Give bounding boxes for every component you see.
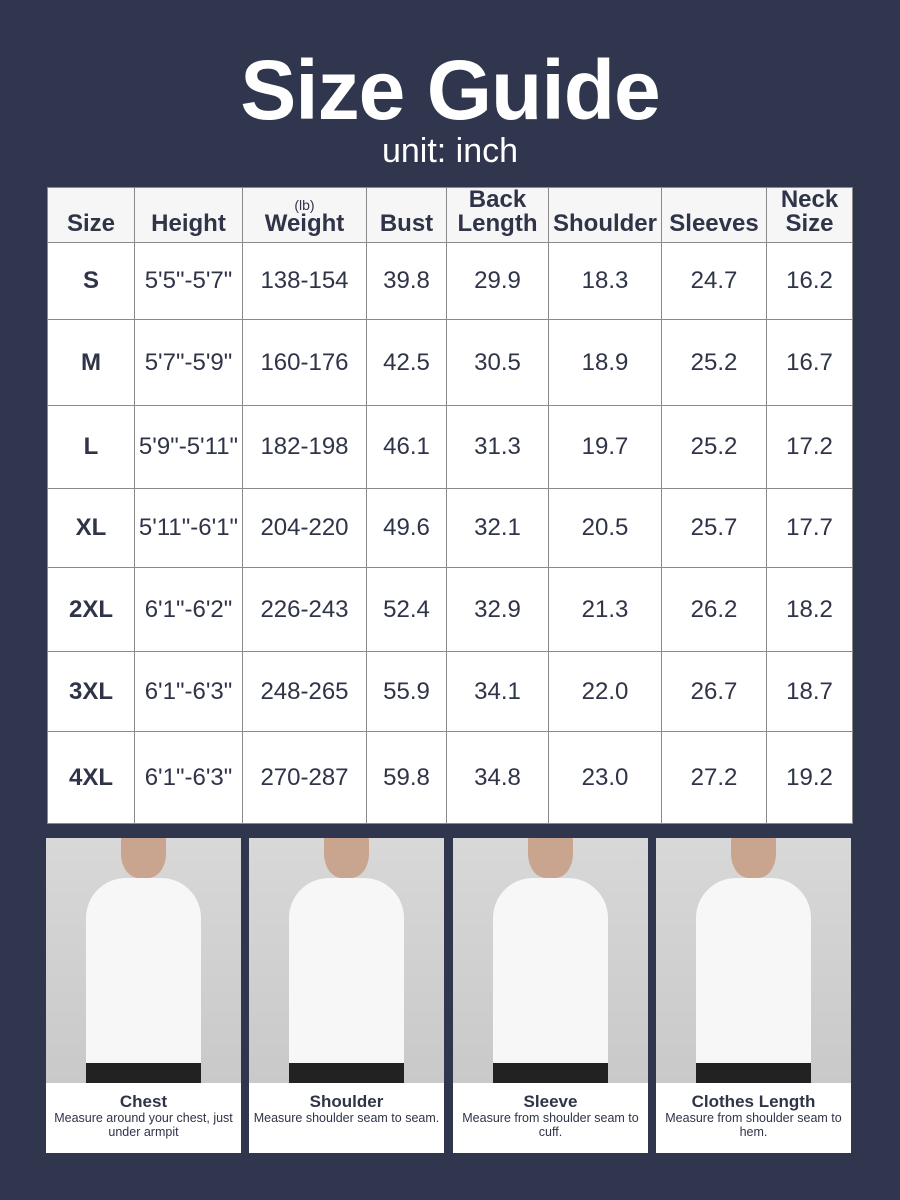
value-cell: 49.6 (366, 488, 447, 568)
header-label: Weight (264, 210, 345, 237)
unit-label: unit: inch (381, 132, 519, 170)
value-cell: 5'7"-5'9" (134, 319, 243, 406)
value-cell: 25.2 (661, 319, 767, 406)
value-cell: 19.2 (766, 731, 853, 824)
unit-label: (lb) (294, 197, 315, 213)
value-cell: 29.9 (446, 242, 549, 320)
value-cell: 6'1"-6'3" (134, 651, 243, 732)
table-row: L 5'9"-5'11" 182-198 46.1 31.3 19.7 25.2 17.2 (47, 405, 853, 489)
value-cell: 32.9 (446, 567, 549, 652)
value-cell: 27.2 (661, 731, 767, 824)
value-cell: 18.2 (766, 567, 853, 652)
value-cell: 42.5 (366, 319, 447, 406)
size-cell: S (47, 242, 135, 320)
measure-description: Measure from shoulder seam to cuff. (462, 1111, 639, 1139)
size-cell: 2XL (47, 567, 135, 652)
value-cell: 6'1"-6'3" (134, 731, 243, 824)
value-cell: 52.4 (366, 567, 447, 652)
value-cell: 59.8 (366, 731, 447, 824)
value-cell: 18.9 (548, 319, 662, 406)
value-cell: 30.5 (446, 319, 549, 406)
value-cell: 16.2 (766, 242, 853, 320)
measurement-photo (46, 838, 241, 1083)
table-row: 4XL 6'1"-6'3" 270-287 59.8 34.8 23.0 27.2 19.2 (47, 731, 853, 824)
measure-description: Measure from shoulder seam to hem. (665, 1111, 842, 1139)
column-header: Back Length (446, 186, 549, 243)
value-cell: 182-198 (242, 405, 367, 489)
column-header: Height (134, 187, 243, 243)
table-row: XL 5'11"-6'1" 204-220 49.6 32.1 20.5 25.7 17.7 (47, 488, 853, 568)
table-row: M 5'7"-5'9" 160-176 42.5 30.5 18.9 25.2 16.7 (47, 319, 853, 406)
header-label: Shoulder (552, 210, 657, 237)
header-label: Size (66, 210, 116, 237)
column-header: Bust (366, 187, 447, 243)
table-row: 2XL 6'1"-6'2" 226-243 52.4 32.9 21.3 26.2 18.2 (47, 567, 853, 652)
value-cell: 25.7 (661, 488, 767, 568)
value-cell: 46.1 (366, 405, 447, 489)
measure-card-sleeve: Sleeve Measure from shoulder seam to cuff… (453, 838, 648, 1153)
header-label: Height (151, 210, 226, 237)
value-cell: 32.1 (446, 488, 549, 568)
value-cell: 18.7 (766, 651, 853, 732)
measure-title: Sleeve (523, 1092, 578, 1111)
value-cell: 18.3 (548, 242, 662, 320)
column-header: Size (47, 187, 135, 243)
column-header: Sleeves (661, 187, 767, 243)
size-cell: M (47, 319, 135, 406)
value-cell: 248-265 (242, 651, 367, 732)
value-cell: 26.7 (661, 651, 767, 732)
value-cell: 17.2 (766, 405, 853, 489)
table-row: 3XL 6'1"-6'3" 248-265 55.9 34.1 22.0 26.7 18.7 (47, 651, 853, 732)
value-cell: 5'5"-5'7" (134, 242, 243, 320)
header-label: Back Length (457, 186, 538, 237)
measure-card-chest: Chest Measure around your chest, just und… (46, 838, 241, 1153)
measure-description: Measure shoulder seam to seam. (253, 1111, 440, 1125)
column-header: (lb) Weight (242, 187, 367, 243)
value-cell: 17.7 (766, 488, 853, 568)
value-cell: 26.2 (661, 567, 767, 652)
value-cell: 31.3 (446, 405, 549, 489)
measurement-photo (453, 838, 648, 1083)
header-label: Sleeves (669, 210, 759, 237)
table-row: S 5'5"-5'7" 138-154 39.8 29.9 18.3 24.7 16.2 (47, 242, 853, 320)
value-cell: 6'1"-6'2" (134, 567, 243, 652)
value-cell: 25.2 (661, 405, 767, 489)
value-cell: 34.1 (446, 651, 549, 732)
measure-title: Clothes Length (691, 1092, 816, 1111)
measure-card-shoulder: Shoulder Measure shoulder seam to seam. (249, 838, 444, 1153)
value-cell: 16.7 (766, 319, 853, 406)
value-cell: 22.0 (548, 651, 662, 732)
size-cell: 3XL (47, 651, 135, 732)
value-cell: 34.8 (446, 731, 549, 824)
measurement-photo (656, 838, 851, 1083)
size-table: Size Height (lb) Weight Bust Back Length Shoul… (47, 187, 853, 824)
value-cell: 5'9"-5'11" (134, 405, 243, 489)
value-cell: 160-176 (242, 319, 367, 406)
value-cell: 23.0 (548, 731, 662, 824)
value-cell: 21.3 (548, 567, 662, 652)
measure-card-clothes-length: Clothes Length Measure from shoulder seam… (656, 838, 851, 1153)
value-cell: 5'11"-6'1" (134, 488, 243, 568)
measure-title: Chest (119, 1092, 168, 1111)
value-cell: 204-220 (242, 488, 367, 568)
value-cell: 20.5 (548, 488, 662, 568)
value-cell: 226-243 (242, 567, 367, 652)
column-header: Shoulder (548, 187, 662, 243)
size-cell: L (47, 405, 135, 489)
header-label: Bust (379, 210, 434, 237)
column-header: Neck Size (766, 186, 853, 243)
size-cell: XL (47, 488, 135, 568)
page-title: Size Guide (240, 43, 660, 137)
value-cell: 24.7 (661, 242, 767, 320)
value-cell: 138-154 (242, 242, 367, 320)
measurement-photo (249, 838, 444, 1083)
size-cell: 4XL (47, 731, 135, 824)
value-cell: 19.7 (548, 405, 662, 489)
value-cell: 39.8 (366, 242, 447, 320)
measure-title: Shoulder (309, 1092, 384, 1111)
value-cell: 55.9 (366, 651, 447, 732)
measure-description: Measure around your chest, just under ar… (54, 1111, 233, 1139)
value-cell: 270-287 (242, 731, 367, 824)
header-label: Neck Size (780, 186, 839, 237)
